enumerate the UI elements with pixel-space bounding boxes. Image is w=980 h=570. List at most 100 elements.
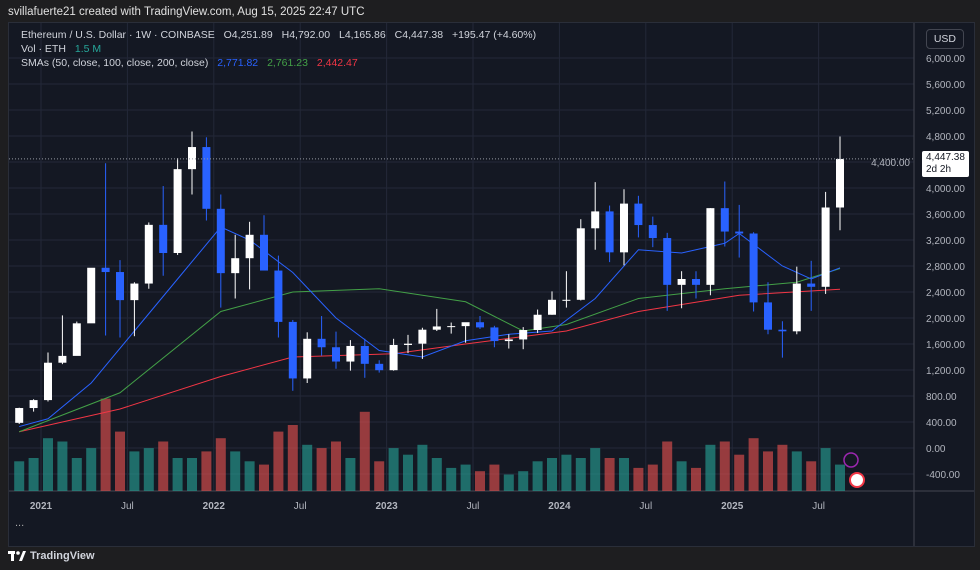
volume-bar xyxy=(633,467,644,491)
volume-bar xyxy=(100,398,111,491)
volume-bar xyxy=(503,474,514,491)
candle-body xyxy=(836,158,844,208)
chart-panel[interactable]: 6,000.00 5,600.00 5,200.00 4,800.00 4,400.00… xyxy=(8,22,975,547)
sma50-value: 2,771.82 xyxy=(217,57,259,69)
volume-bar xyxy=(806,461,817,491)
candle-body xyxy=(620,203,628,253)
volume-bar xyxy=(273,431,284,491)
volume-label[interactable]: Vol · ETH xyxy=(21,43,66,55)
last-price-tag: 4,447.38 2d 2h xyxy=(922,151,969,177)
volume-bar xyxy=(460,464,471,491)
candle-body xyxy=(764,302,772,330)
tradingview-logo[interactable]: TradingView xyxy=(8,550,95,562)
tradingview-icon xyxy=(8,551,26,561)
x-tick-label: Jul xyxy=(121,501,134,512)
x-tick-label: Jul xyxy=(467,501,480,512)
more-indicators-button[interactable]: ... xyxy=(15,517,25,529)
candle-body xyxy=(188,147,196,170)
candle-body xyxy=(648,225,657,239)
volume-bar xyxy=(575,458,586,491)
candle-body xyxy=(159,224,168,253)
candle-body xyxy=(130,283,139,301)
candle-body xyxy=(432,326,441,330)
volume-bar xyxy=(388,448,399,491)
volume-bar xyxy=(215,438,226,491)
candle-body xyxy=(29,400,38,409)
y-tick-label: 4,400.00 xyxy=(871,158,910,169)
candle-body xyxy=(519,330,528,340)
candle-body xyxy=(274,270,283,322)
candle-body xyxy=(735,231,744,234)
candle-body xyxy=(418,329,427,344)
brand-name: TradingView xyxy=(30,550,95,562)
volume-bar xyxy=(28,458,39,491)
candle-body xyxy=(202,147,211,209)
candle-body xyxy=(44,362,52,401)
candle-body xyxy=(360,345,369,364)
volume-bar xyxy=(777,444,788,491)
y-tick-label: 3,200.00 xyxy=(926,236,965,247)
symbol-label[interactable]: Ethereum / U.S. Dollar · 1W · COINBASE xyxy=(21,29,215,41)
candle-body xyxy=(663,238,672,285)
x-tick-label: 2022 xyxy=(203,501,226,512)
close-value: C4,447.38 xyxy=(394,29,444,41)
currency-button[interactable]: USD xyxy=(925,29,964,49)
candle-body xyxy=(720,208,729,232)
lightning-event-icon xyxy=(843,452,859,468)
volume-bar xyxy=(359,411,370,491)
volume-bar xyxy=(719,441,730,491)
candle-body xyxy=(245,234,254,259)
x-tick-label: Jul xyxy=(639,501,652,512)
volume-bar xyxy=(791,451,802,491)
volume-bar xyxy=(331,441,341,491)
candle-body xyxy=(548,299,556,315)
volume-bar xyxy=(734,454,745,491)
y-tick-label: 1,200.00 xyxy=(926,366,965,377)
price-chart[interactable]: 6,000.00 5,600.00 5,200.00 4,800.00 4,400.00… xyxy=(9,23,974,546)
candle-body xyxy=(706,208,715,285)
sma200-line xyxy=(19,288,841,433)
volume-bar xyxy=(345,458,356,491)
candle-body xyxy=(375,363,384,371)
candle-body xyxy=(807,283,816,287)
volume-bar xyxy=(374,461,385,491)
candle-body xyxy=(87,267,96,324)
volume-bar xyxy=(475,471,485,491)
candle-body xyxy=(461,322,470,327)
sma-legend: SMAs (50, close, 100, close, 200, close)… xyxy=(21,57,364,69)
volume-bar xyxy=(57,441,68,491)
y-tick-label: 4,800.00 xyxy=(926,132,965,143)
candle-body xyxy=(634,203,643,226)
x-tick-label: 2023 xyxy=(375,501,398,512)
candle-body xyxy=(332,347,340,362)
sma-label[interactable]: SMAs (50, close, 100, close, 200, close) xyxy=(21,57,209,69)
candle-body xyxy=(101,267,110,273)
volume-bar xyxy=(86,448,97,491)
y-tick-label: 3,600.00 xyxy=(926,210,965,221)
x-tick-label: Jul xyxy=(812,501,825,512)
candle-body xyxy=(15,408,24,423)
candle-body xyxy=(288,321,297,379)
candle-body xyxy=(490,327,499,342)
volume-bar xyxy=(201,451,212,491)
candle-body xyxy=(476,322,484,328)
y-tick-label: 400.00 xyxy=(926,418,957,429)
candle-body xyxy=(260,234,268,271)
volume-bar xyxy=(115,431,125,491)
volume-bar xyxy=(748,438,759,491)
candle-body xyxy=(346,345,355,362)
candle-body xyxy=(778,329,787,332)
candle-body xyxy=(404,343,412,345)
volume-bar xyxy=(143,448,154,491)
volume-bar xyxy=(187,458,197,491)
volume-bar xyxy=(561,454,572,491)
x-tick-label: 2025 xyxy=(721,501,744,512)
volume-bar xyxy=(604,458,615,491)
chart-credit: svillafuerte21 created with TradingView.… xyxy=(8,6,365,18)
candle-body xyxy=(72,323,81,356)
volume-bar xyxy=(676,461,687,491)
volume-bar xyxy=(647,464,658,491)
candle-body xyxy=(389,344,398,371)
low-value: L4,165.86 xyxy=(339,29,386,41)
y-tick-label: 1,600.00 xyxy=(926,340,965,351)
